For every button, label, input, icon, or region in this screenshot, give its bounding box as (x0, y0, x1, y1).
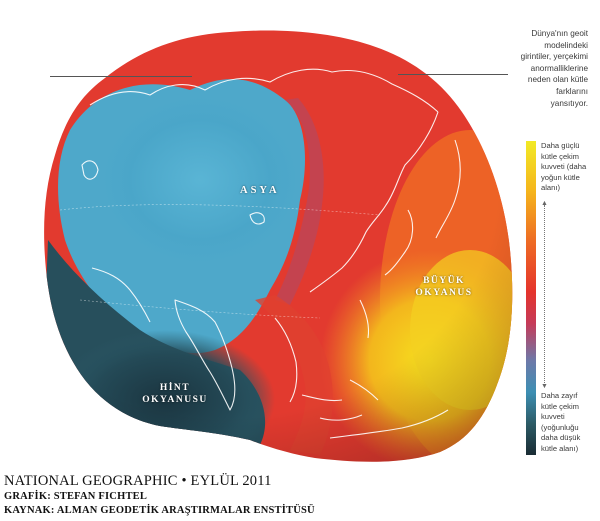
note-line: girintiler, yerçekimi (520, 52, 588, 62)
label-indian-line1: HİNT (159, 383, 191, 393)
note-line: farklarını (556, 86, 588, 96)
legend-arrow-line (544, 205, 545, 385)
arrow-up-icon: ▲ (541, 200, 548, 207)
note-line: Dünya'nın geoit (531, 29, 588, 38)
label-pacific-line2: OKYANUS (415, 288, 473, 298)
legend-line: Daha güçlü (541, 141, 580, 150)
label-pacific-line1: BÜYÜK (423, 276, 465, 286)
legend-line: daha düşük (541, 433, 581, 443)
arrow-down-icon: ▼ (541, 383, 548, 390)
label-asia: ASYA (240, 185, 280, 196)
note-line: modelindeki (544, 40, 588, 50)
legend-line: kütle çekim (541, 151, 579, 161)
legend-line: kütle çekim (541, 401, 579, 411)
credit-source: KAYNAK: ALMAN GEODETİK ARAŞTIRMALAR ENST… (4, 505, 315, 516)
leader-line-left (50, 76, 192, 77)
legend-line: (yoğunluğu (541, 422, 579, 432)
legend-line: alanı) (541, 183, 560, 193)
note-line: anormalliklerine (530, 63, 588, 73)
legend-line: kuvveti (541, 412, 565, 422)
legend-low-text: Daha zayıf kütle çekim kuvveti (yoğunluğ… (541, 391, 599, 455)
label-indian-ocean: HİNT OKYANUSU (130, 382, 220, 406)
leader-line-right (398, 74, 508, 75)
legend-line: Daha zayıf (541, 391, 578, 400)
credit-graphic: GRAFİK: STEFAN FICHTEL (4, 491, 148, 502)
label-pacific-ocean: BÜYÜK OKYANUS (404, 275, 484, 299)
legend-line: kütle alanı) (541, 443, 579, 453)
legend-line: kuvveti (daha (541, 162, 587, 172)
note-line: neden olan kütle (527, 75, 588, 85)
legend-high-text: Daha güçlü kütle çekim kuvveti (daha yoğ… (541, 141, 599, 194)
credit-publication: NATIONAL GEOGRAPHIC • EYLÜL 2011 (4, 473, 272, 489)
note-line: yansıtıyor. (550, 98, 588, 108)
legend-line: yoğun kütle (541, 172, 580, 182)
legend-color-bar (526, 141, 536, 455)
explanatory-note: Dünya'nın geoit modelindeki girintiler, … (476, 28, 588, 109)
label-indian-line2: OKYANUSU (142, 395, 208, 405)
